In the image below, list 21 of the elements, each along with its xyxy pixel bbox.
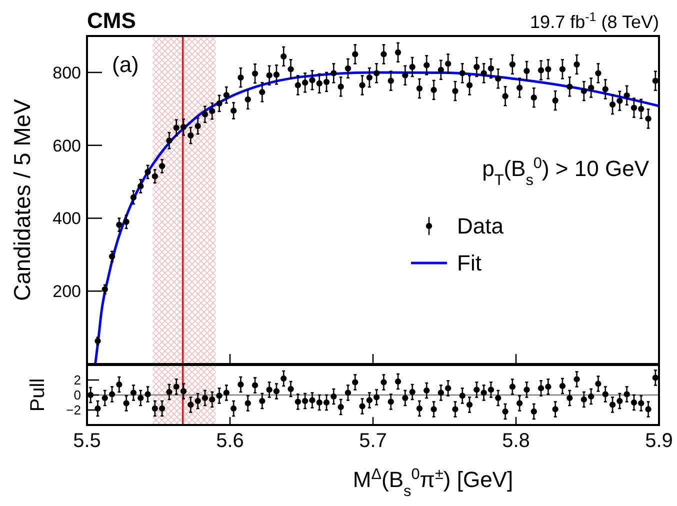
x-tick-label: 5.8 (502, 430, 530, 452)
y-tick-label: 600 (52, 136, 81, 156)
y-axis-title: Candidates / 5 MeV (9, 98, 35, 302)
x-axis-title: M$^{Δ}$(B$_{s}$$^{0}$π$^{±}$) [GeV] (352, 466, 514, 500)
y-tick-label: 400 (52, 209, 81, 228)
x-tick-label: 5.7 (359, 430, 387, 452)
y-tick-label: 800 (52, 63, 81, 82)
x-tick-label: 5.9 (645, 430, 673, 452)
legend-label: Fit (457, 250, 482, 276)
x-tick-label: 5.5 (73, 430, 101, 452)
y-tick-label: 2 (74, 372, 81, 388)
y-tick-label: −2 (66, 402, 81, 418)
chart-subtitle: 19.7 fb$^{-1}$ (8 TeV) (530, 10, 659, 32)
chart-title: CMS (87, 8, 136, 33)
legend-label: Data (457, 214, 504, 239)
y-tick-label: 0 (74, 388, 81, 403)
x-tick-label: 5.6 (216, 430, 244, 452)
annotation: (a) (112, 52, 139, 77)
y-axis-title: Pull (27, 378, 49, 412)
annotation: p$_{T}$(B$_{s}$$^{0}$) > 10 GeV (482, 154, 650, 188)
y-tick-label: 200 (52, 282, 81, 302)
